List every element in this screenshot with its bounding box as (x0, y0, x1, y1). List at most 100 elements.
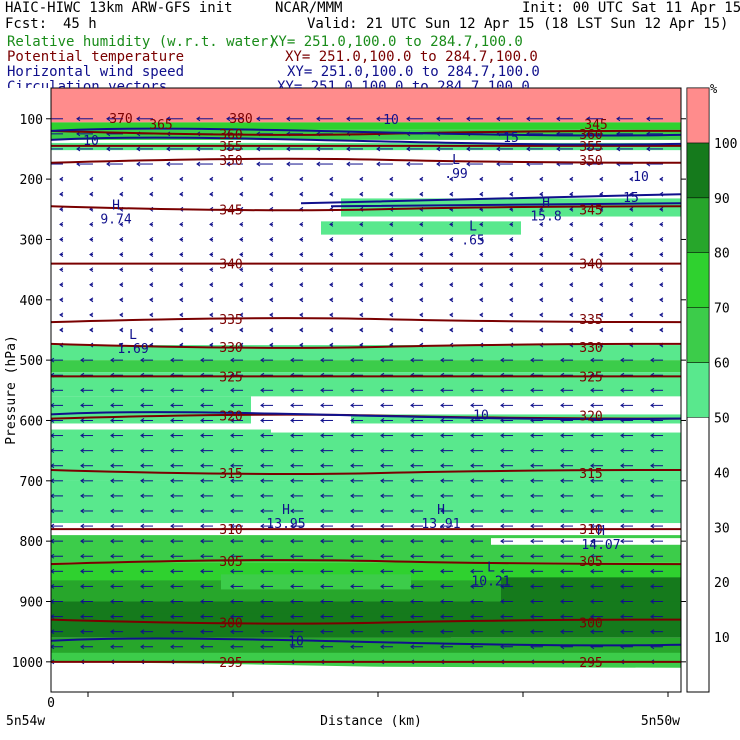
circulation-vector (539, 221, 544, 227)
circulation-vector (440, 418, 453, 423)
circulation-vector (380, 387, 393, 393)
circulation-vector (230, 357, 243, 363)
theta-contour (51, 618, 681, 625)
extremum-marker: H (282, 503, 290, 518)
circulation-vector (170, 644, 183, 650)
circulation-vector (196, 161, 213, 167)
circulation-vector (620, 448, 633, 454)
circulation-vector (560, 508, 573, 514)
circulation-vector (230, 523, 243, 529)
colorbar-tick-label: 90 (714, 192, 730, 207)
circulation-vector (380, 538, 393, 544)
circulation-vector (179, 282, 184, 288)
circulation-vector (260, 448, 273, 454)
circulation-vector (526, 116, 543, 122)
circulation-vector (650, 478, 663, 484)
circulation-vector (350, 599, 363, 604)
circulation-vector (350, 357, 363, 363)
circulation-vector (269, 176, 274, 182)
rh-band (51, 480, 681, 524)
circulation-vector (620, 568, 633, 574)
circulation-vector (590, 553, 603, 559)
circulation-vector (530, 583, 543, 589)
circulation-vector (509, 237, 514, 242)
circulation-vector (350, 614, 363, 619)
circulation-vector (380, 463, 393, 469)
circulation-vector (350, 508, 363, 514)
circulation-vector (290, 583, 303, 589)
theta-contour-label: 360 (579, 128, 602, 143)
circulation-vector (530, 599, 543, 604)
circulation-vector (560, 599, 573, 604)
y-tick-label: 300 (20, 233, 43, 248)
circulation-vector (320, 402, 333, 408)
circulation-vector (440, 553, 453, 559)
circulation-vector (599, 327, 604, 333)
circulation-vector (646, 146, 663, 152)
circulation-vector (440, 387, 453, 393)
center-name: NCAR/MMM (275, 0, 343, 16)
circulation-vector (419, 327, 424, 333)
circulation-vector (496, 116, 513, 122)
circulation-vector (329, 282, 334, 288)
circulation-vector (200, 553, 213, 559)
theta-top-label: 380 (229, 112, 252, 127)
circulation-vector (620, 629, 633, 635)
circulation-vector (51, 387, 63, 393)
circulation-vector (260, 523, 273, 529)
circulation-vector (179, 267, 184, 273)
terrain-mask (51, 661, 681, 692)
theta-contour-label: 330 (219, 341, 242, 356)
circulation-vector (59, 176, 64, 182)
circulation-vector (316, 116, 333, 122)
circulation-vector (560, 523, 573, 529)
circulation-vector (346, 146, 363, 152)
circulation-vector (290, 418, 303, 423)
circulation-vector (299, 191, 304, 197)
circulation-vector (170, 553, 183, 559)
circulation-vector (239, 191, 244, 197)
circulation-vector (110, 493, 123, 499)
circulation-vector (350, 387, 363, 393)
circulation-vector (380, 433, 393, 438)
circulation-vector (470, 583, 483, 589)
circulation-vector (110, 478, 123, 484)
circulation-vector (359, 176, 364, 182)
circulation-vector (376, 146, 393, 152)
circulation-vector (470, 493, 483, 499)
x-end-label: 5n50w (641, 714, 680, 729)
circulation-vector (659, 312, 664, 318)
circulation-vector (329, 176, 334, 182)
circulation-vector (620, 433, 633, 438)
circulation-vector (380, 418, 393, 423)
circulation-vector (51, 357, 63, 363)
circulation-vector (89, 327, 94, 333)
circulation-vector (569, 267, 574, 273)
circulation-vector (500, 387, 513, 393)
circulation-vector (659, 221, 664, 227)
circulation-vector (659, 297, 664, 303)
colorbar-tick-label: 100 (714, 137, 737, 152)
theta-contour-label: 315 (219, 467, 242, 482)
circulation-vector (479, 282, 484, 288)
circulation-vector (470, 418, 483, 423)
circulation-vector (500, 448, 513, 454)
circulation-vector (389, 221, 394, 227)
circulation-vector (350, 583, 363, 589)
circulation-vector (659, 327, 664, 333)
circulation-vector (650, 538, 663, 544)
circulation-vector (110, 599, 123, 604)
circulation-vector (59, 267, 64, 273)
circulation-vector (209, 252, 214, 257)
circulation-vector (209, 267, 214, 273)
circulation-vector (650, 463, 663, 469)
circulation-vector (239, 342, 244, 348)
circulation-vector (620, 599, 633, 604)
circulation-vector (329, 312, 334, 318)
circulation-vector (569, 312, 574, 318)
circulation-vector (436, 161, 453, 167)
rh-band (51, 360, 681, 373)
circulation-vector (410, 448, 423, 454)
circulation-vector (629, 267, 634, 273)
circulation-vector (500, 463, 513, 469)
